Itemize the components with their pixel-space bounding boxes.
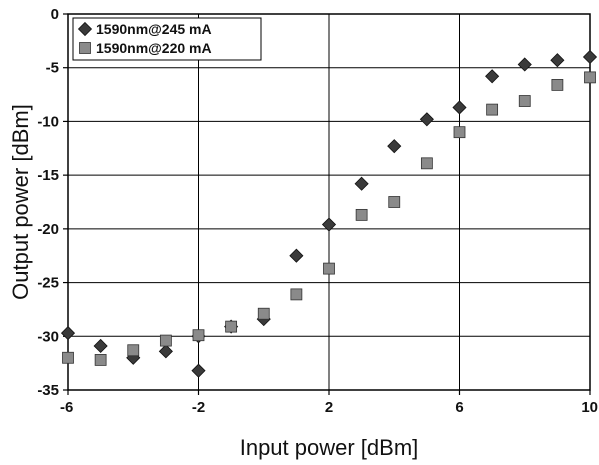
y-tick-label: -10 bbox=[37, 113, 59, 130]
data-point-220ma bbox=[62, 351, 74, 364]
data-point-245ma bbox=[354, 176, 369, 191]
data-point-245ma bbox=[191, 363, 206, 378]
data-point-220ma bbox=[159, 334, 172, 347]
legend-marker-diamond bbox=[77, 21, 93, 37]
x-axis-ticks: -6 -2 2 6 10 bbox=[60, 390, 598, 416]
data-point-220ma bbox=[584, 71, 596, 84]
x-tick-label: 2 bbox=[325, 399, 333, 416]
x-axis-title: Input power [dBm] bbox=[240, 435, 419, 460]
data-point-220ma bbox=[388, 196, 401, 208]
data-point-245ma bbox=[158, 344, 173, 359]
data-point-220ma bbox=[323, 262, 335, 275]
data-point-245ma bbox=[582, 49, 598, 65]
legend-label-220ma: 1590nm@220 mA bbox=[96, 40, 212, 56]
y-axis-ticks: 0 -5 -10 -15 -20 -25 -30 -35 bbox=[37, 6, 68, 399]
data-point-245ma bbox=[289, 248, 304, 263]
data-point-220ma bbox=[551, 79, 564, 91]
data-point-220ma bbox=[225, 320, 238, 333]
y-tick-label: -5 bbox=[46, 60, 59, 77]
data-point-220ma bbox=[518, 95, 531, 107]
data-point-245ma bbox=[452, 100, 467, 115]
x-tick-label: -2 bbox=[192, 399, 205, 416]
y-tick-label: -20 bbox=[37, 221, 59, 238]
y-tick-label: -35 bbox=[37, 382, 59, 399]
y-tick-label: 0 bbox=[51, 6, 59, 23]
data-point-245ma bbox=[419, 112, 434, 127]
data-point-245ma bbox=[60, 325, 76, 341]
data-point-220ma bbox=[453, 126, 466, 139]
data-point-220ma bbox=[192, 329, 205, 342]
data-point-245ma bbox=[485, 69, 500, 84]
y-tick-label: -15 bbox=[37, 167, 59, 184]
y-axis-title: Output power [dBm] bbox=[8, 104, 33, 300]
data-point-245ma bbox=[517, 57, 532, 72]
data-point-220ma bbox=[420, 157, 433, 170]
x-tick-label: 6 bbox=[455, 399, 463, 416]
legend-marker bbox=[77, 21, 93, 37]
data-points bbox=[60, 49, 598, 378]
legend-marker bbox=[79, 42, 91, 54]
data-point-220ma bbox=[94, 354, 107, 366]
data-point-220ma bbox=[290, 288, 303, 301]
data-point-220ma bbox=[355, 208, 368, 221]
y-tick-label: -25 bbox=[37, 275, 59, 292]
data-point-245ma bbox=[93, 338, 108, 354]
grid-lines bbox=[67, 13, 591, 391]
data-point-220ma bbox=[127, 344, 140, 357]
data-point-245ma bbox=[321, 217, 337, 232]
data-point-220ma bbox=[486, 103, 499, 116]
data-point-220ma bbox=[257, 307, 270, 320]
legend-box bbox=[72, 17, 262, 61]
data-point-245ma bbox=[550, 53, 565, 68]
legend-marker-square bbox=[79, 42, 91, 54]
legend: 1590nm@245 mA 1590nm@220 mA bbox=[72, 17, 262, 61]
x-tick-label: -6 bbox=[60, 399, 73, 416]
x-tick-label: 10 bbox=[581, 399, 598, 416]
y-tick-label: -30 bbox=[37, 328, 59, 345]
legend-label-245ma: 1590nm@245 mA bbox=[96, 21, 212, 37]
data-point-245ma bbox=[387, 139, 402, 154]
